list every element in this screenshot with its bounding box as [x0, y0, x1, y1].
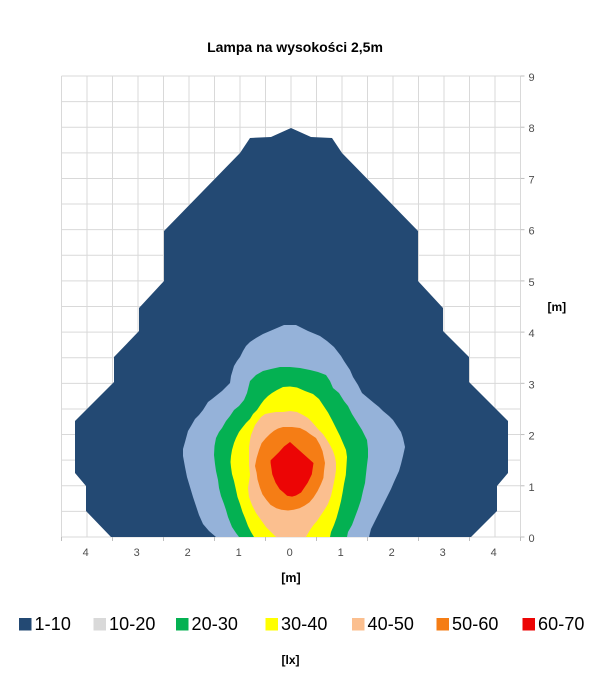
- svg-text:4: 4: [529, 328, 535, 340]
- svg-text:1: 1: [338, 547, 344, 559]
- svg-text:60-70: 60-70: [538, 614, 585, 634]
- svg-text:0: 0: [529, 533, 535, 545]
- svg-text:10-20: 10-20: [109, 614, 156, 634]
- svg-text:6: 6: [529, 226, 535, 238]
- svg-text:40-50: 40-50: [368, 614, 415, 634]
- svg-text:8: 8: [529, 123, 535, 135]
- svg-text:[m]: [m]: [281, 571, 300, 585]
- svg-text:2: 2: [389, 547, 395, 559]
- svg-text:1: 1: [529, 482, 535, 494]
- svg-text:50-60: 50-60: [452, 614, 499, 634]
- svg-text:[lx]: [lx]: [282, 653, 300, 667]
- svg-text:3: 3: [440, 547, 446, 559]
- svg-text:1: 1: [236, 547, 242, 559]
- svg-text:4: 4: [83, 547, 89, 559]
- svg-text:1-10: 1-10: [35, 614, 71, 634]
- svg-text:3: 3: [529, 379, 535, 391]
- svg-text:[m]: [m]: [548, 300, 567, 314]
- svg-text:4: 4: [491, 547, 497, 559]
- svg-text:7: 7: [529, 174, 535, 186]
- svg-text:Lampa na wysokości 2,5m: Lampa na wysokości 2,5m: [207, 39, 383, 55]
- svg-text:0: 0: [287, 547, 293, 559]
- svg-text:20-30: 20-30: [192, 614, 239, 634]
- svg-text:2: 2: [185, 547, 191, 559]
- svg-text:30-40: 30-40: [281, 614, 328, 634]
- svg-text:9: 9: [529, 72, 535, 84]
- svg-text:5: 5: [529, 277, 535, 289]
- svg-text:3: 3: [134, 547, 140, 559]
- svg-text:2: 2: [529, 431, 535, 443]
